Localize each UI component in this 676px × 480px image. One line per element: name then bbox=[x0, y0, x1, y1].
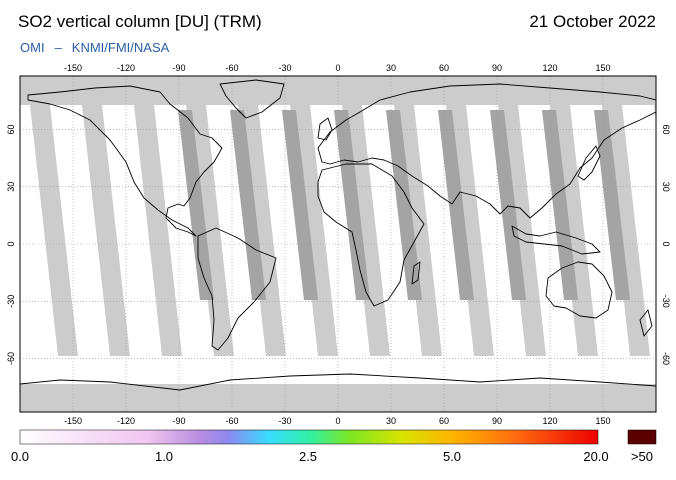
lon-tick-label-bottom: 0 bbox=[335, 416, 340, 426]
graticule bbox=[20, 76, 656, 412]
overpass-gap bbox=[542, 110, 578, 300]
lat-tick-label-right: -30 bbox=[661, 295, 671, 308]
overpass-gap bbox=[386, 110, 422, 300]
coastlines bbox=[20, 79, 656, 391]
lat-tick-label-right: 0 bbox=[661, 241, 671, 246]
colorbar-label-2: 2.5 bbox=[298, 449, 318, 464]
data-credit: OMI – KNMI/FMI/NASA bbox=[20, 40, 169, 55]
lon-tick-label-top: -150 bbox=[64, 63, 82, 73]
indonesia-coast bbox=[511, 225, 601, 255]
lat-tick-label-right: 30 bbox=[661, 182, 671, 192]
overpass-gap bbox=[282, 110, 318, 300]
axis-tick-labels: -150 -150 -120 -120 -90 -90 -60 -60 -30 -30 0 0 30 30… bbox=[6, 63, 671, 426]
overpass-gap bbox=[334, 110, 370, 300]
antarctica-coast bbox=[20, 373, 656, 391]
orbit-swath bbox=[30, 105, 78, 356]
lat-tick-label-right: 60 bbox=[661, 124, 671, 134]
lon-tick-label-bottom: 30 bbox=[386, 416, 396, 426]
lon-tick-label-top: 0 bbox=[335, 63, 340, 73]
greenland-coast bbox=[219, 79, 285, 119]
map-date: 21 October 2022 bbox=[529, 12, 656, 31]
colorbar-label-4: 20.0 bbox=[583, 449, 609, 464]
uk-coast bbox=[317, 117, 333, 141]
credit-agency: KNMI/FMI/NASA bbox=[71, 40, 170, 55]
colorbar-label-0: 0.0 bbox=[10, 449, 30, 464]
north-america-coast bbox=[27, 85, 223, 237]
eurasia-coast bbox=[317, 83, 656, 219]
lon-tick-label-bottom: 120 bbox=[542, 416, 557, 426]
lon-tick-label-top: -30 bbox=[278, 63, 291, 73]
lat-tick-label-left: 30 bbox=[6, 182, 16, 192]
colorbar-label-1: 1.0 bbox=[154, 449, 174, 464]
credit-separator: – bbox=[54, 40, 62, 55]
lon-tick-label-top: 60 bbox=[439, 63, 449, 73]
colorbar-label-3: 5.0 bbox=[442, 449, 462, 464]
lon-tick-label-top: -60 bbox=[225, 63, 238, 73]
overpass-gap bbox=[230, 110, 266, 300]
lon-tick-label-bottom: -150 bbox=[64, 416, 82, 426]
madagascar-coast bbox=[411, 261, 421, 285]
lat-tick-label-left: -60 bbox=[6, 352, 16, 365]
lon-tick-label-top: -90 bbox=[172, 63, 185, 73]
south-america-coast bbox=[197, 227, 277, 351]
overpass-gaps bbox=[178, 110, 630, 300]
japan-coast bbox=[577, 145, 601, 181]
australia-coast bbox=[545, 261, 613, 319]
colorbar-overflow-label: >50 bbox=[630, 449, 654, 464]
lon-tick-label-bottom: 150 bbox=[595, 416, 610, 426]
lon-tick-label-bottom: 90 bbox=[492, 416, 502, 426]
lon-tick-label-bottom: -60 bbox=[225, 416, 238, 426]
lat-tick-label-left: 60 bbox=[6, 124, 16, 134]
map-title: SO2 vertical column [DU] (TRM) bbox=[18, 12, 262, 31]
overpass-gap bbox=[490, 110, 526, 300]
credit-instrument: OMI bbox=[20, 40, 45, 55]
lat-tick-label-left: 0 bbox=[6, 241, 16, 246]
colorbar-gradient bbox=[19, 429, 599, 445]
lon-tick-label-top: 120 bbox=[542, 63, 557, 73]
overpass-gap bbox=[438, 110, 474, 300]
new-zealand-coast bbox=[639, 309, 653, 337]
lat-tick-label-right: -60 bbox=[661, 352, 671, 365]
orbit-swath bbox=[654, 105, 656, 123]
lon-tick-label-top: 150 bbox=[595, 63, 610, 73]
lon-tick-label-bottom: -90 bbox=[172, 416, 185, 426]
africa-coast bbox=[317, 163, 425, 307]
lon-tick-label-top: 30 bbox=[386, 63, 396, 73]
lat-tick-label-left: -30 bbox=[6, 295, 16, 308]
overpass-gap bbox=[178, 110, 214, 300]
orbit-swath bbox=[134, 105, 182, 356]
lon-tick-label-top: 90 bbox=[492, 63, 502, 73]
lon-tick-label-bottom: 60 bbox=[439, 416, 449, 426]
orbit-swath bbox=[82, 105, 130, 356]
colorbar-overflow-swatch bbox=[627, 429, 657, 445]
map-frame bbox=[19, 75, 657, 413]
lon-tick-label-bottom: -30 bbox=[278, 416, 291, 426]
lon-tick-label-top: -120 bbox=[117, 63, 135, 73]
lon-tick-label-bottom: -120 bbox=[117, 416, 135, 426]
